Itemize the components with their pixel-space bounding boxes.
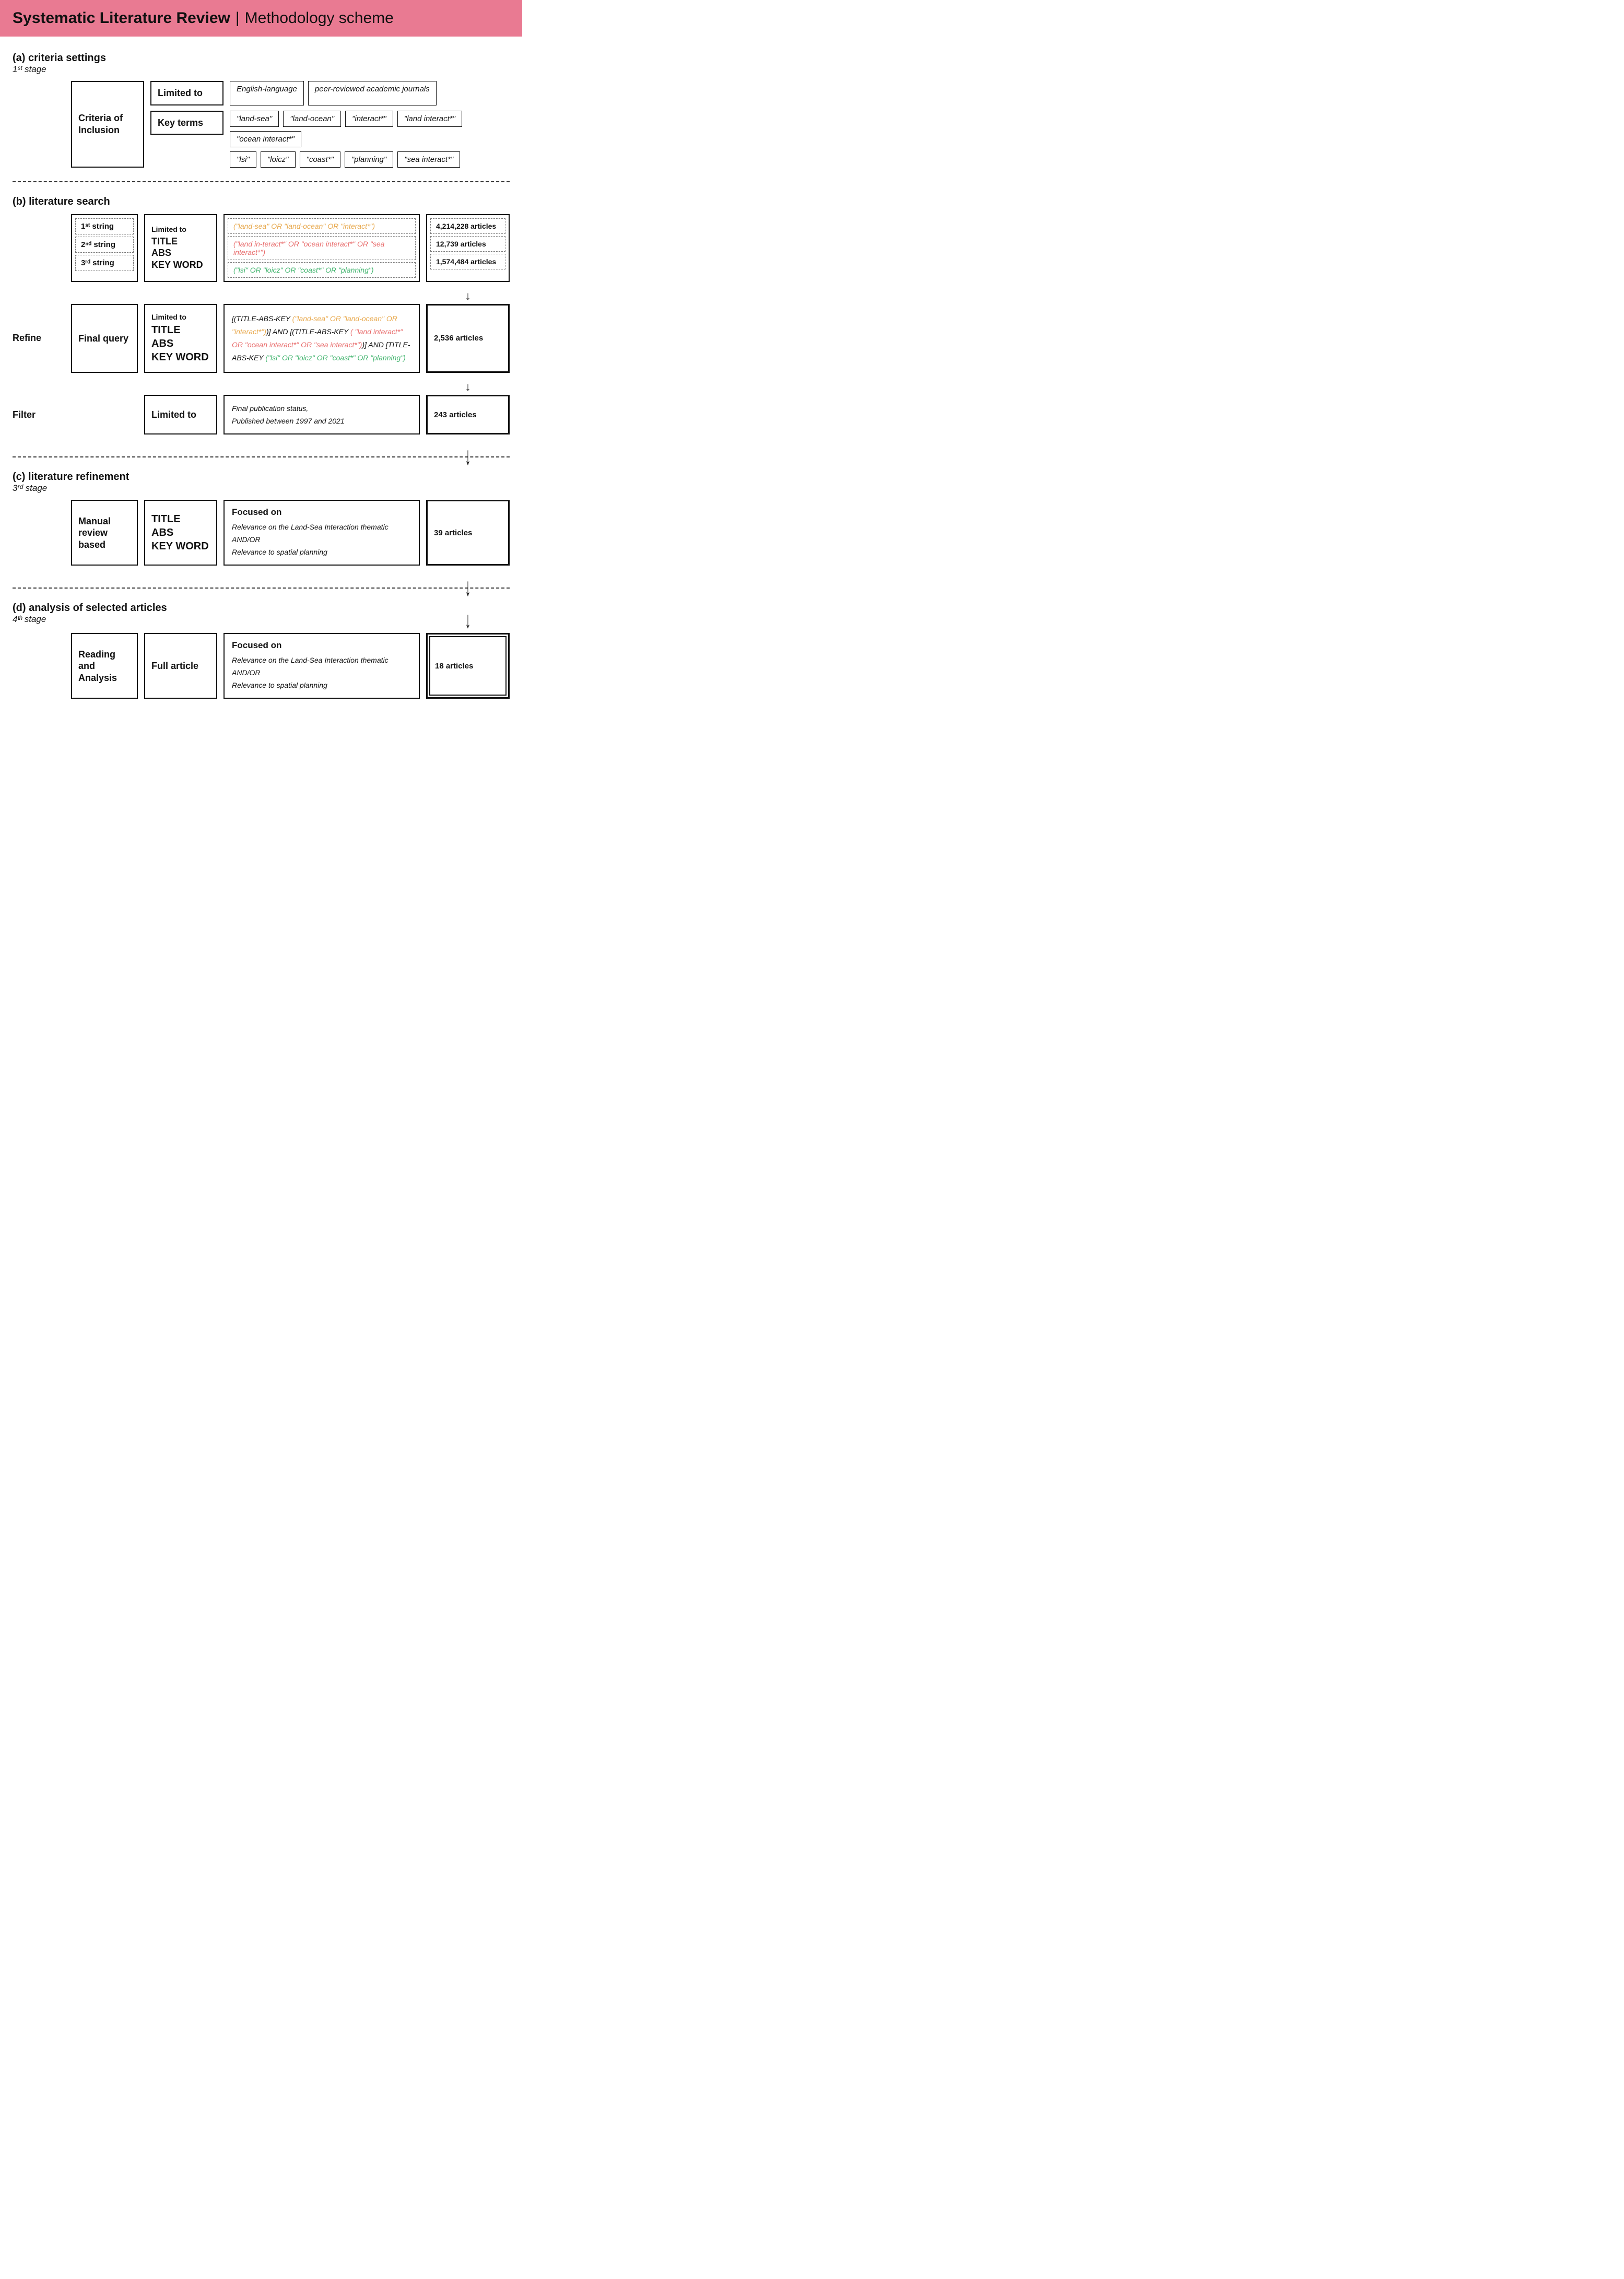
chip-keyterm: "land-sea" xyxy=(230,111,279,127)
final-limited-box: Limited to TITLE ABS KEY WORD xyxy=(144,304,217,373)
criteria-box: Criteria of Inclusion xyxy=(71,81,144,168)
queries-col: ("land-sea" OR "land-ocean" OR "interact… xyxy=(223,214,420,282)
stage-d-result-box: 18 articles xyxy=(426,633,510,699)
stage-c-result-box: 39 articles xyxy=(426,500,510,566)
stage-d-row: Reading and Analysis Full article Focuse… xyxy=(13,633,510,699)
filter-limited-box: Limited to xyxy=(144,395,217,434)
keyterms-box: Key terms xyxy=(150,111,223,135)
stage-c-sub: 3ʳᵈ stage xyxy=(13,483,510,494)
filter-result-box: 243 articles xyxy=(426,395,510,434)
final-query-label-box: Final query xyxy=(71,304,138,373)
header-bar: Systematic Literature Review | Methodolo… xyxy=(0,0,522,37)
string-label: 3ʳᵈ string xyxy=(75,255,134,271)
query-string-2: ("land in-teract*" OR "ocean interact*" … xyxy=(228,236,416,260)
chip-keyterm: "lsi" xyxy=(230,151,256,168)
stage-c-title: (c) literature refinement xyxy=(13,471,510,483)
filter-label: Filter xyxy=(13,395,65,434)
filter-row: Filter Limited to Final publication stat… xyxy=(13,395,510,434)
strings-limited-box: Limited to TITLE ABS KEY WORD xyxy=(144,214,217,282)
result-count: 4,214,228 articles xyxy=(430,218,505,234)
limited-chips: English-language peer-reviewed academic … xyxy=(230,81,510,105)
filter-text-box: Final publication status, Published betw… xyxy=(223,395,420,434)
divider xyxy=(13,181,510,182)
stage-a-head: (a) criteria settings 1ˢᵗ stage xyxy=(13,52,510,75)
limited-to-box: Limited to xyxy=(150,81,223,105)
refine-result-box: 2,536 articles xyxy=(426,304,510,373)
stage-a-sub: 1ˢᵗ stage xyxy=(13,64,510,75)
arrow-down-icon: ↓ xyxy=(426,441,510,472)
result-count: 12,739 articles xyxy=(430,236,505,252)
stage-c-row: Manual review based TITLE ABS KEY WORD F… xyxy=(13,500,510,566)
arrow-down-icon: ↓ xyxy=(426,605,510,636)
stage-a-row: Criteria of Inclusion Limited to English… xyxy=(13,81,510,168)
keyterms-row-2: "lsi" "loicz" "coast*" "planning" "sea i… xyxy=(230,151,510,168)
refine-label: Refine xyxy=(13,304,65,373)
header-title: Systematic Literature Review xyxy=(13,9,230,27)
full-article-box: Full article xyxy=(144,633,217,699)
chip-keyterm: "coast*" xyxy=(300,151,340,168)
header-separator: | xyxy=(236,9,240,27)
arrow-down-icon: ↓ xyxy=(426,288,510,304)
chip-keyterm: "land-ocean" xyxy=(283,111,341,127)
manual-review-box: Manual review based xyxy=(71,500,138,566)
arrow-down-icon: ↓ xyxy=(426,379,510,395)
chip-keyterm: "loicz" xyxy=(261,151,296,168)
reading-analysis-box: Reading and Analysis xyxy=(71,633,138,699)
keyterms-row-1: "land-sea" "land-ocean" "interact*" "lan… xyxy=(230,111,510,147)
result-count: 1,574,484 articles xyxy=(430,254,505,269)
header-subtitle: Methodology scheme xyxy=(245,9,394,27)
stage-c-fields-box: TITLE ABS KEY WORD xyxy=(144,500,217,566)
stage-b-title: (b) literature search xyxy=(13,196,510,208)
chip-keyterm: "interact*" xyxy=(345,111,393,127)
stage-c-head: (c) literature refinement 3ʳᵈ stage xyxy=(13,471,510,494)
string-label: 1ˢᵗ string xyxy=(75,218,134,234)
chip-keyterm: "land interact*" xyxy=(397,111,462,127)
stage-a-title: (a) criteria settings xyxy=(13,52,510,64)
stage-c-focus-box: Focused on Relevance on the Land-Sea Int… xyxy=(223,500,420,566)
chip-limited: peer-reviewed academic journals xyxy=(308,81,437,105)
query-string-3: ("lsi" OR "loicz" OR "coast*" OR "planni… xyxy=(228,262,416,278)
criteria-right: Limited to English-language peer-reviewe… xyxy=(150,81,510,168)
final-query-text: [(TITLE-ABS-KEY ("land-sea" OR "land-oce… xyxy=(223,304,420,373)
criteria-box-label: Criteria of Inclusion xyxy=(78,112,137,136)
content: (a) criteria settings 1ˢᵗ stage Criteria… xyxy=(0,37,522,726)
chip-limited: English-language xyxy=(230,81,304,105)
results-col: 4,214,228 articles 12,739 articles 1,574… xyxy=(426,214,510,282)
stage-b-strings-row: 1ˢᵗ string 2ⁿᵈ string 3ʳᵈ string Limited… xyxy=(13,214,510,282)
query-string-1: ("land-sea" OR "land-ocean" OR "interact… xyxy=(228,218,416,234)
arrow-down-icon: ↓ xyxy=(426,572,510,603)
stage-d-focus-box: Focused on Relevance on the Land-Sea Int… xyxy=(223,633,420,699)
refine-row: Refine Final query Limited to TITLE ABS … xyxy=(13,304,510,373)
chip-keyterm: "planning" xyxy=(345,151,393,168)
stage-b-head: (b) literature search xyxy=(13,196,510,208)
strings-labels-col: 1ˢᵗ string 2ⁿᵈ string 3ʳᵈ string xyxy=(71,214,138,282)
string-label: 2ⁿᵈ string xyxy=(75,237,134,253)
chip-keyterm: "sea interact*" xyxy=(397,151,460,168)
chip-keyterm: "ocean interact*" xyxy=(230,131,301,147)
